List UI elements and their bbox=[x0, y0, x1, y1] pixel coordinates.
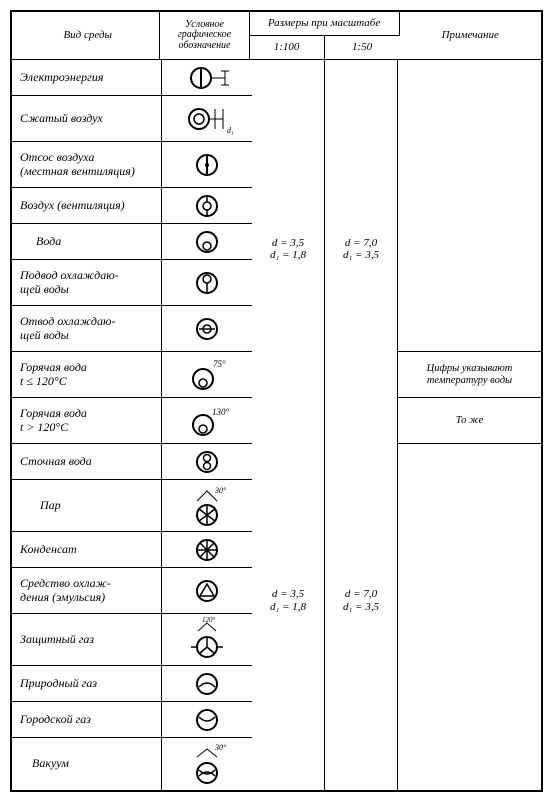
dims-50-g2: d = 7,0 d₁ = 3,5 bbox=[343, 588, 379, 613]
svg-text:130°: 130° bbox=[212, 407, 230, 417]
row-label: Природный газ bbox=[12, 666, 162, 702]
dims-100-g2: d = 3,5 d₁ = 1,8 bbox=[270, 588, 306, 613]
symbol-vacuum: 30° bbox=[162, 738, 252, 790]
row-label: Вакуум bbox=[12, 738, 162, 790]
row-label: Горячая вода t > 120°C bbox=[12, 398, 162, 444]
row-label: Электроэнергия bbox=[12, 60, 162, 96]
row-label: Сжатый воздух bbox=[12, 96, 162, 142]
symbol-hot-water-1: 75° bbox=[162, 352, 252, 398]
row-label: Подвод охлаждаю- щей воды bbox=[12, 260, 162, 306]
row-label: Отсос воздуха (местная вентиляция) bbox=[12, 142, 162, 188]
table-body: Электроэнергия Сжатый воздух d₁ Отсос во… bbox=[12, 60, 541, 790]
row-label: Горячая вода t ≤ 120°C bbox=[12, 352, 162, 398]
symbol-natural-gas bbox=[162, 666, 252, 702]
hdr-symbol: Условное графическое обозначение bbox=[160, 12, 249, 60]
symbol-steam: 30° bbox=[162, 480, 252, 532]
symbol-city-gas bbox=[162, 702, 252, 738]
dims-100: d = 3,5 d₁ = 1,8 d = 3,5 d₁ = 1,8 bbox=[252, 60, 325, 790]
hdr-scale-50: 1:50 bbox=[325, 36, 400, 60]
row-label: Городской газ bbox=[12, 702, 162, 738]
row-label: Воздух (вентиляция) bbox=[12, 188, 162, 224]
symbol-emulsion bbox=[162, 568, 252, 614]
symbol-shielding-gas: 120° bbox=[162, 614, 252, 666]
svg-text:120°: 120° bbox=[202, 617, 216, 624]
svg-text:30°: 30° bbox=[214, 486, 227, 495]
row-label: Пар bbox=[12, 480, 162, 532]
svg-text:d₁: d₁ bbox=[227, 126, 234, 135]
hdr-scale-100: 1:100 bbox=[250, 36, 325, 60]
hdr-scale: Размеры при масштабе bbox=[250, 12, 400, 36]
row-label: Конденсат bbox=[12, 532, 162, 568]
hdr-kind: Вид среды bbox=[12, 12, 160, 60]
symbol-hot-water-2: 130° bbox=[162, 398, 252, 444]
table-header: Вид среды Условное графическое обозначен… bbox=[12, 12, 541, 60]
symbol-ventilation bbox=[162, 188, 252, 224]
row-label: Вода bbox=[12, 224, 162, 260]
symbol-air-suction bbox=[162, 142, 252, 188]
svg-text:30°: 30° bbox=[214, 743, 227, 752]
symbol-water bbox=[162, 224, 252, 260]
notes-column: Цифры указывают температуру воды То же bbox=[398, 60, 541, 790]
row-label: Защитный газ bbox=[12, 614, 162, 666]
row-label: Отвод охлаждаю- щей воды bbox=[12, 306, 162, 352]
symbol-cooling-out bbox=[162, 306, 252, 352]
dims-50: d = 7,0 d₁ = 3,5 d = 7,0 d₁ = 3,5 bbox=[325, 60, 398, 790]
note-hot1: Цифры указывают температуру воды bbox=[398, 352, 541, 398]
symbol-cooling-in bbox=[162, 260, 252, 306]
dims-50-g1: d = 7,0 d₁ = 3,5 bbox=[343, 237, 379, 262]
note-hot2: То же bbox=[398, 398, 541, 444]
symbol-compressed-air: d₁ bbox=[162, 96, 252, 142]
symbol-wastewater bbox=[162, 444, 252, 480]
symbol-electricity bbox=[162, 60, 252, 96]
row-label: Сточная вода bbox=[12, 444, 162, 480]
hdr-note: Примечание bbox=[400, 12, 541, 60]
dims-100-g1: d = 3,5 d₁ = 1,8 bbox=[270, 237, 306, 262]
symbol-condensate bbox=[162, 532, 252, 568]
row-label: Средство охлаж- дения (эмульсия) bbox=[12, 568, 162, 614]
symbols-table: Вид среды Условное графическое обозначен… bbox=[10, 10, 543, 792]
svg-text:75°: 75° bbox=[213, 359, 226, 369]
